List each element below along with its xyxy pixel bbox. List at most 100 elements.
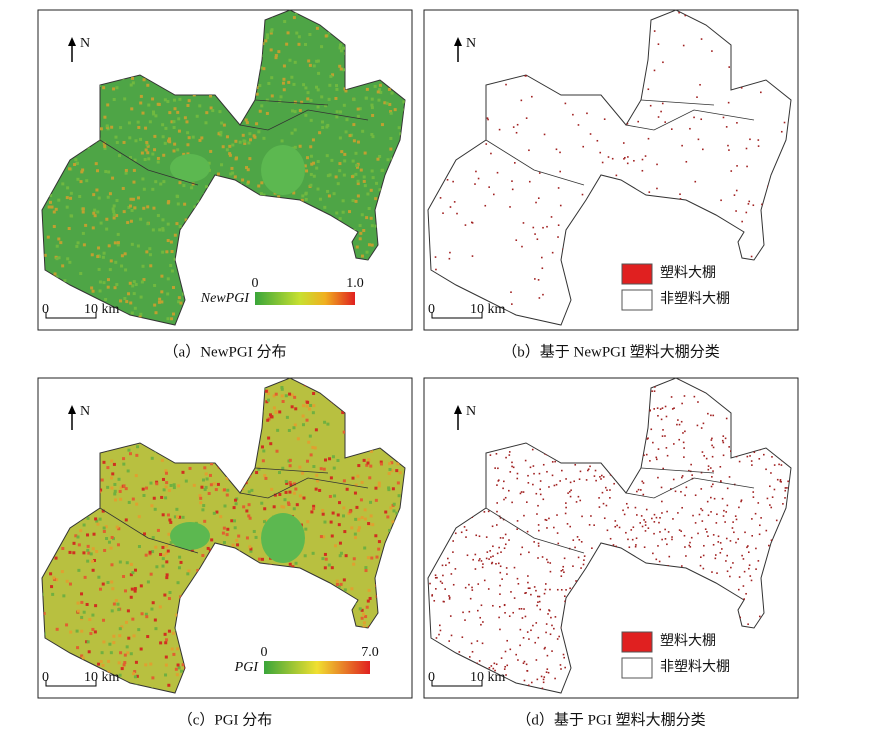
pixel: [520, 99, 523, 102]
pixel: [680, 490, 682, 493]
pixel: [164, 673, 168, 677]
pixel: [269, 48, 273, 52]
pixel: [269, 31, 273, 35]
pixel: [496, 171, 499, 174]
pixel: [745, 147, 748, 150]
pixel: [244, 118, 248, 122]
pixel: [722, 454, 725, 457]
pixel: [534, 233, 536, 235]
pixel: [713, 497, 716, 500]
pixel: [250, 488, 254, 492]
pixel: [120, 667, 124, 671]
pixel: [526, 669, 528, 672]
pixel: [291, 565, 295, 569]
pixel: [374, 498, 378, 502]
pixel: [75, 629, 79, 633]
pixel: [486, 551, 489, 553]
pixel: [225, 135, 229, 139]
pixel: [152, 110, 156, 114]
pixel: [148, 253, 152, 257]
pixel: [112, 213, 116, 217]
pixel: [146, 205, 150, 209]
pixel: [301, 471, 305, 475]
pixel: [112, 462, 116, 466]
pixel: [600, 478, 602, 480]
pixel: [606, 529, 609, 532]
pixel: [739, 616, 742, 619]
pixel: [298, 108, 302, 112]
pixel: [538, 529, 540, 532]
pixel: [274, 56, 278, 60]
pixel: [120, 254, 124, 258]
pixel: [681, 475, 684, 477]
pixel: [154, 627, 158, 631]
pixel: [175, 613, 179, 617]
pixel: [117, 608, 121, 612]
pixel: [744, 531, 746, 534]
pixel: [544, 646, 546, 649]
pixel: [311, 551, 315, 555]
pixel: [278, 410, 282, 414]
pixel: [101, 582, 105, 586]
pixel: [315, 26, 319, 30]
pixel: [116, 243, 120, 247]
north-label: N: [466, 36, 476, 51]
pixel: [295, 31, 299, 35]
pixel: [167, 629, 171, 633]
pixel: [641, 158, 644, 161]
pixel: [534, 278, 536, 280]
pixel: [363, 546, 367, 550]
pixel: [323, 458, 327, 462]
pixel: [81, 231, 85, 235]
pixel: [359, 168, 363, 172]
pixel: [142, 493, 146, 497]
pixel: [133, 670, 137, 674]
pixel: [129, 595, 133, 599]
pixel: [384, 510, 388, 514]
pixel: [132, 634, 136, 638]
pixel: [79, 180, 83, 184]
pixel: [308, 32, 312, 36]
pixel: [446, 179, 449, 181]
pixel: [585, 479, 588, 481]
pixel: [316, 479, 320, 483]
pixel: [508, 451, 511, 453]
pixel: [593, 524, 595, 526]
pixel: [338, 136, 342, 140]
pixel: [689, 541, 691, 544]
pixel: [316, 59, 320, 63]
pixel: [152, 496, 156, 500]
pixel: [156, 528, 160, 532]
pixel: [551, 461, 554, 463]
pixel: [161, 513, 165, 517]
pixel: [644, 530, 647, 532]
colorbar: [255, 292, 355, 305]
pixel: [671, 538, 673, 541]
pixel: [726, 554, 729, 557]
pixel: [360, 616, 364, 620]
scale-start: 0: [42, 302, 49, 317]
pixel: [293, 395, 297, 399]
pixel: [121, 186, 125, 190]
pixel: [557, 224, 560, 226]
pixel: [288, 490, 292, 494]
pixel: [554, 677, 556, 680]
pixel: [190, 548, 194, 552]
pixel: [162, 488, 166, 492]
pixel: [684, 14, 687, 17]
pixel: [714, 554, 717, 556]
pixel: [304, 197, 308, 201]
pixel: [627, 156, 629, 158]
pixel: [564, 512, 567, 515]
pixel: [471, 586, 473, 589]
pixel: [156, 160, 160, 164]
pixel: [281, 81, 285, 85]
pixel: [379, 462, 383, 466]
pixel: [536, 678, 539, 681]
pixel: [172, 98, 176, 102]
pixel: [52, 576, 56, 580]
pixel: [371, 135, 375, 139]
pixel: [383, 101, 387, 105]
pixel: [293, 100, 297, 104]
pixel: [747, 623, 749, 626]
